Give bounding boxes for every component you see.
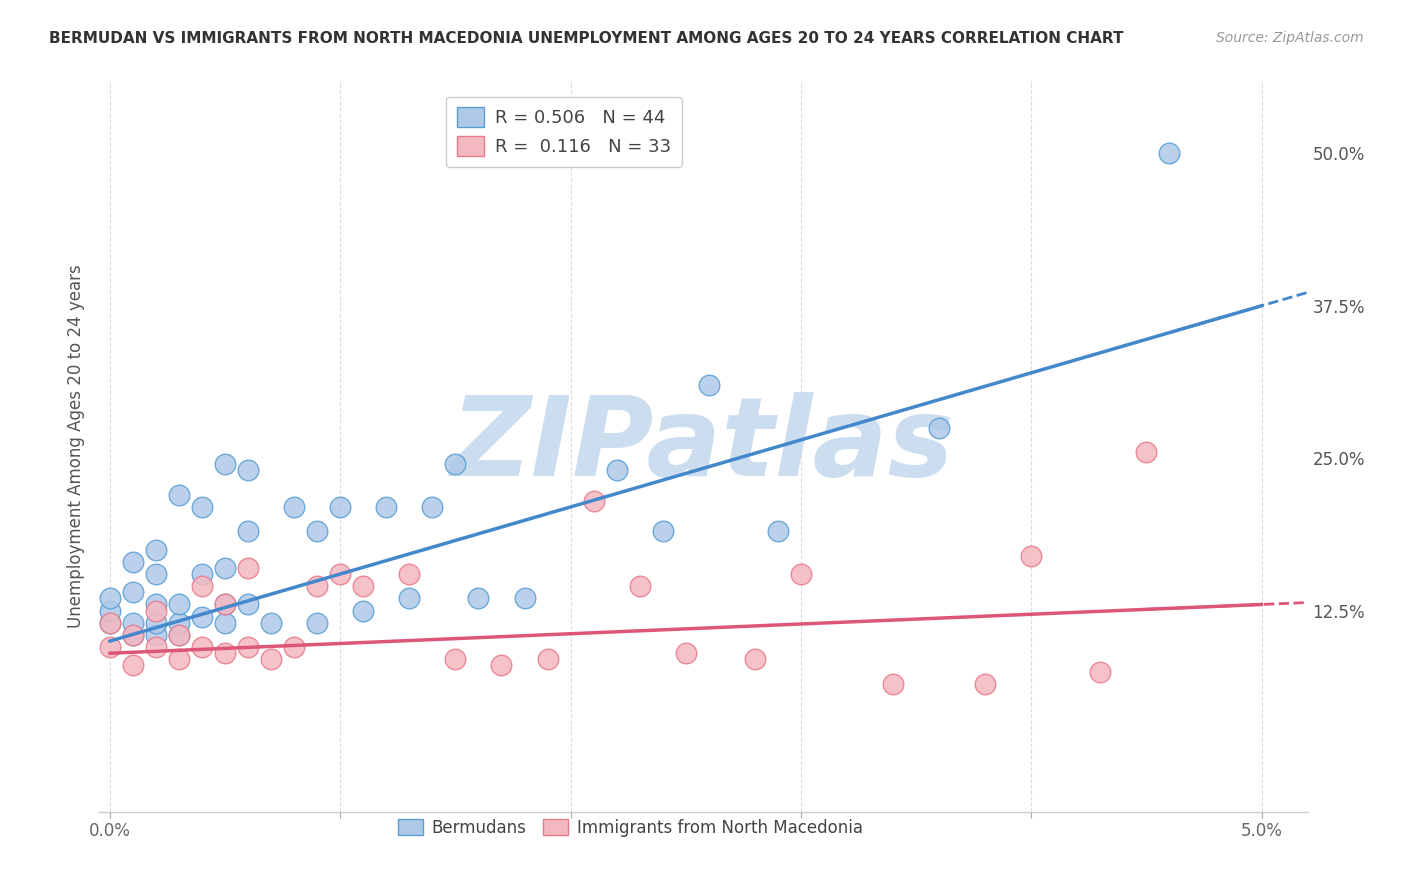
Point — [167, 652, 190, 666]
Point — [167, 615, 190, 630]
Point — [236, 524, 259, 539]
Point — [329, 500, 352, 514]
Point — [375, 500, 398, 514]
Point — [167, 488, 190, 502]
Point — [122, 585, 145, 599]
Point — [422, 500, 444, 514]
Point — [98, 640, 121, 655]
Point — [122, 658, 145, 673]
Point — [236, 598, 259, 612]
Point — [398, 591, 420, 606]
Point — [974, 676, 997, 690]
Point — [675, 646, 697, 660]
Point — [467, 591, 489, 606]
Legend: Bermudans, Immigrants from North Macedonia: Bermudans, Immigrants from North Macedon… — [392, 813, 869, 844]
Point — [606, 463, 628, 477]
Point — [191, 500, 214, 514]
Point — [352, 604, 374, 618]
Point — [882, 676, 904, 690]
Point — [191, 609, 214, 624]
Point — [98, 591, 121, 606]
Point — [1135, 445, 1157, 459]
Point — [214, 458, 236, 472]
Point — [536, 652, 558, 666]
Point — [790, 567, 813, 582]
Y-axis label: Unemployment Among Ages 20 to 24 years: Unemployment Among Ages 20 to 24 years — [66, 264, 84, 628]
Point — [122, 628, 145, 642]
Point — [697, 378, 720, 392]
Point — [260, 615, 283, 630]
Point — [145, 640, 167, 655]
Point — [307, 579, 329, 593]
Text: BERMUDAN VS IMMIGRANTS FROM NORTH MACEDONIA UNEMPLOYMENT AMONG AGES 20 TO 24 YEA: BERMUDAN VS IMMIGRANTS FROM NORTH MACEDO… — [49, 31, 1123, 46]
Point — [352, 579, 374, 593]
Point — [122, 615, 145, 630]
Point — [167, 628, 190, 642]
Point — [145, 542, 167, 557]
Point — [145, 628, 167, 642]
Point — [145, 567, 167, 582]
Point — [214, 598, 236, 612]
Point — [582, 494, 605, 508]
Point — [145, 604, 167, 618]
Point — [444, 652, 467, 666]
Point — [1159, 146, 1181, 161]
Point — [122, 555, 145, 569]
Point — [307, 524, 329, 539]
Point — [1090, 665, 1112, 679]
Point — [98, 615, 121, 630]
Point — [283, 640, 305, 655]
Point — [214, 561, 236, 575]
Point — [214, 598, 236, 612]
Point — [191, 567, 214, 582]
Point — [167, 628, 190, 642]
Point — [329, 567, 352, 582]
Point — [444, 458, 467, 472]
Point — [145, 615, 167, 630]
Point — [628, 579, 651, 593]
Point — [236, 640, 259, 655]
Text: Source: ZipAtlas.com: Source: ZipAtlas.com — [1216, 31, 1364, 45]
Point — [214, 646, 236, 660]
Point — [744, 652, 766, 666]
Point — [98, 604, 121, 618]
Point — [491, 658, 513, 673]
Point — [1019, 549, 1042, 563]
Text: ZIPatlas: ZIPatlas — [451, 392, 955, 500]
Point — [260, 652, 283, 666]
Point — [236, 561, 259, 575]
Point — [98, 615, 121, 630]
Point — [398, 567, 420, 582]
Point — [307, 615, 329, 630]
Point — [928, 421, 950, 435]
Point — [283, 500, 305, 514]
Point — [214, 615, 236, 630]
Point — [145, 598, 167, 612]
Point — [191, 640, 214, 655]
Point — [236, 463, 259, 477]
Point — [191, 579, 214, 593]
Point — [513, 591, 536, 606]
Point — [766, 524, 789, 539]
Point — [122, 628, 145, 642]
Point — [651, 524, 673, 539]
Point — [167, 598, 190, 612]
